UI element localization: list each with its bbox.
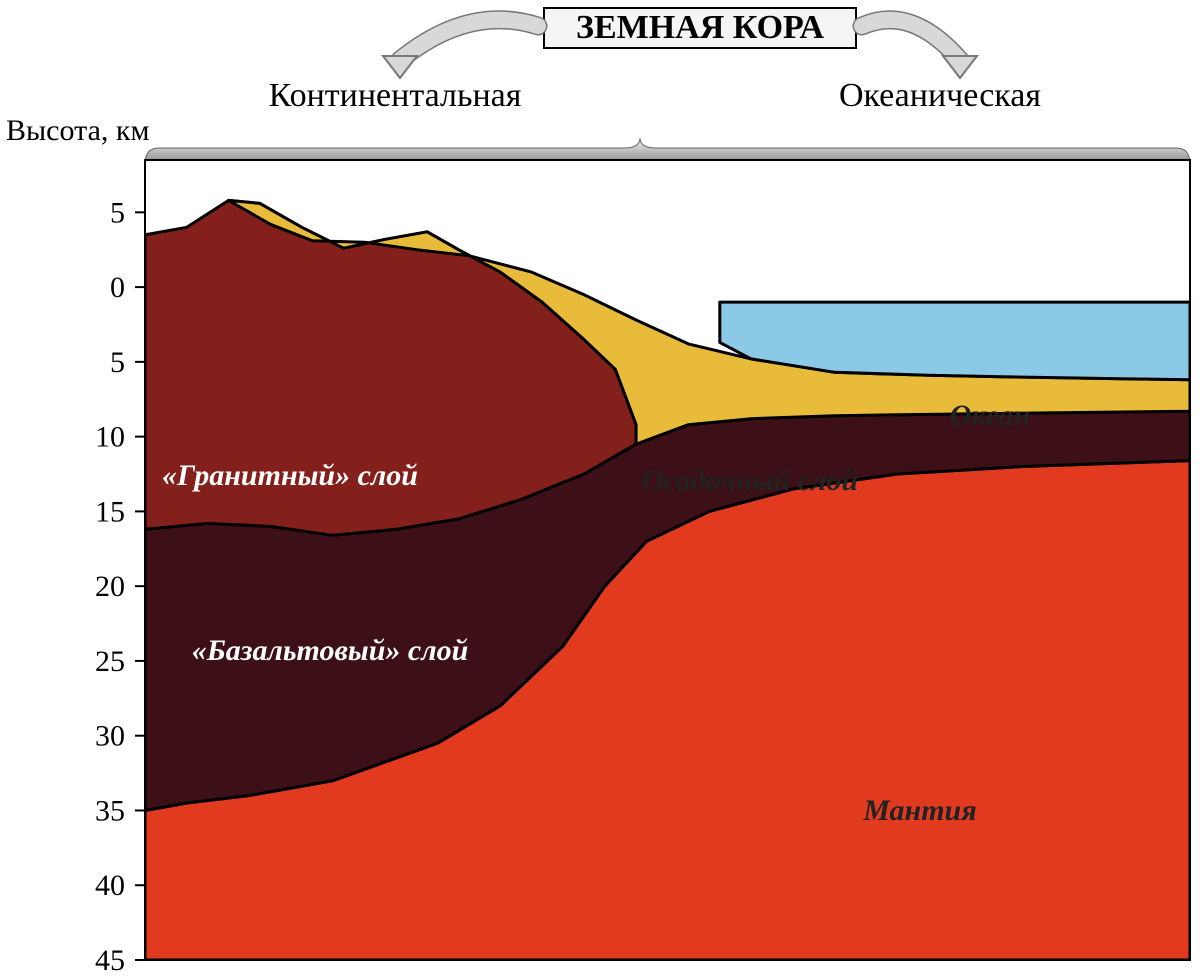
y-axis-title: Высота, км (6, 114, 149, 147)
y-tick-label: 5 (110, 346, 125, 379)
y-tick-label: 35 (95, 794, 125, 827)
y-tick-label: 20 (95, 570, 125, 603)
y-tick-label: 40 (95, 869, 125, 902)
y-tick-label: 30 (95, 720, 125, 753)
label-sediment: Осадочный слой (642, 464, 858, 497)
y-tick-label: 15 (95, 495, 125, 528)
section-continental: Континентальная (269, 77, 522, 114)
y-tick-label: 0 (110, 271, 125, 304)
y-tick-label: 5 (110, 196, 125, 229)
plot-area (145, 160, 1190, 960)
section-oceanic: Океаническая (839, 77, 1041, 114)
y-tick-label: 45 (95, 944, 125, 976)
label-ocean: Океан (950, 399, 1031, 432)
label-granite: «Гранитный» слой (162, 459, 418, 492)
y-tick-label: 25 (95, 645, 125, 678)
y-ticks: 5 0 5 10 15 20 25 30 35 40 45 (95, 196, 145, 976)
y-tick-label: 10 (95, 421, 125, 454)
label-basalt: «Базальтовый» слой (192, 634, 469, 667)
label-mantle: Мантия (862, 794, 976, 827)
chart-title: ЗЕМНАЯ КОРА (576, 9, 824, 46)
